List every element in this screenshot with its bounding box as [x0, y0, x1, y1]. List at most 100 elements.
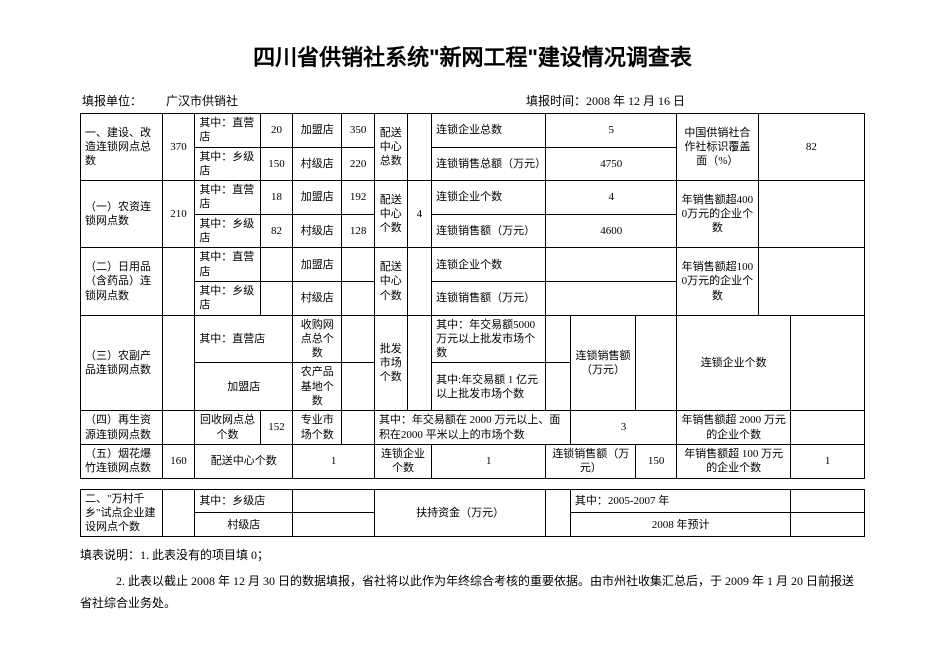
cell: [791, 513, 865, 537]
cell: [791, 489, 865, 513]
cell: 年销售额超 100 万元的企业个数: [677, 444, 791, 478]
cell: 连锁销售额（万元）: [432, 214, 546, 248]
cell: 其中：2005-2007 年: [570, 489, 790, 513]
cell: [162, 489, 195, 537]
sec1-label: 一、建设、改造连锁网点总数: [81, 114, 163, 181]
cell: 20: [260, 114, 293, 148]
cell: 3: [570, 411, 676, 445]
date-label: 填报时间：2008 年 12 月 16 日: [526, 92, 865, 109]
cell: 其中：直营店: [195, 181, 260, 215]
cell: 专业市场个数: [293, 411, 342, 445]
cell: 连锁销售总额（万元）: [432, 147, 546, 181]
cell: 年销售额超 2000 万元的企业个数: [677, 411, 791, 445]
cell: 连锁企业个数: [432, 248, 546, 282]
cell: 加盟店: [195, 363, 293, 411]
unit-value: 广汉市供销社: [166, 94, 238, 108]
cell: 4600: [546, 214, 677, 248]
cell: [407, 248, 431, 315]
cell: [342, 248, 375, 282]
cell: [293, 489, 375, 513]
note-2: 2. 此表以截止 2008 年 12 月 30 日的数据填报，省社将以此作为年终…: [80, 571, 865, 614]
cell: 农产品基地个数: [293, 363, 342, 411]
cell: [162, 315, 195, 411]
cell: 村级店: [293, 214, 342, 248]
cell: [546, 281, 677, 315]
cell: [546, 489, 570, 537]
cell: [293, 513, 375, 537]
cell: 其中：直营店: [195, 248, 260, 282]
cell: [546, 363, 570, 411]
sec1-4-label: （四）再生资源连锁网点数: [81, 411, 163, 445]
cell: 中国供销社合作社标识覆盖面（%）: [677, 114, 759, 181]
cell: 连锁企业个数: [432, 181, 546, 215]
cell: 82: [758, 114, 864, 181]
meta-row: 填报单位： 广汉市供销社 填报时间：2008 年 12 月 16 日: [80, 92, 865, 109]
cell: 其中：乡级店: [195, 281, 260, 315]
sec1-1-label: （一）农资连锁网点数: [81, 181, 163, 248]
cell: 1: [293, 444, 375, 478]
cell: 其中：乡级店: [195, 489, 293, 513]
notes: 填表说明：1. 此表没有的项目填 0； 2. 此表以截止 2008 年 12 月…: [80, 545, 865, 614]
cell: 1: [791, 444, 865, 478]
cell: 其中：乡级店: [195, 147, 260, 181]
cell: [342, 315, 375, 363]
cell: 村级店: [293, 147, 342, 181]
cell: 150: [260, 147, 293, 181]
cell: [162, 248, 195, 315]
cell: [342, 281, 375, 315]
cell: [546, 248, 677, 282]
cell: [546, 315, 570, 363]
cell: 150: [636, 444, 677, 478]
cell: 加盟店: [293, 114, 342, 148]
cell: 年销售额超1000万元的企业个数: [677, 248, 759, 315]
cell: 370: [162, 114, 195, 181]
cell: 152: [260, 411, 293, 445]
cell: [791, 315, 865, 411]
cell: [636, 315, 677, 411]
cell: [407, 114, 431, 181]
cell: 210: [162, 181, 195, 248]
cell: 村级店: [293, 281, 342, 315]
cell: 4750: [546, 147, 677, 181]
cell: 160: [162, 444, 195, 478]
cell: 其中：直营店: [195, 315, 293, 363]
cell: 连锁销售额（万元）: [546, 444, 636, 478]
cell: 其中：直营店: [195, 114, 260, 148]
cell: 批发市场个数: [374, 315, 407, 411]
cell: 其中：年交易额在 2000 万元以上、面积在2000 平米以上的市场个数: [374, 411, 570, 445]
cell: [758, 181, 864, 248]
cell: 连锁企业个数: [677, 315, 791, 411]
cell: 5: [546, 114, 677, 148]
cell: 加盟店: [293, 181, 342, 215]
cell: 配送中心个数: [374, 181, 407, 248]
sec2-label: 二、"万村千乡"试点企业建设网点个数: [81, 489, 163, 537]
cell: 回收网点总个数: [195, 411, 260, 445]
sec1-3-label: （三）农副产品连锁网点数: [81, 315, 163, 411]
cell: 4: [546, 181, 677, 215]
cell: [162, 411, 195, 445]
cell: 扶持资金（万元）: [374, 489, 545, 537]
cell: [260, 248, 293, 282]
cell: [342, 363, 375, 411]
cell: 其中：年交易额5000万元以上批发市场个数: [432, 315, 546, 363]
cell: 连锁销售额（万元）: [570, 315, 635, 411]
page-title: 四川省供销社系统"新网工程"建设情况调查表: [80, 40, 865, 72]
cell: 220: [342, 147, 375, 181]
cell: 4: [407, 181, 431, 248]
cell: 18: [260, 181, 293, 215]
cell: [791, 411, 865, 445]
survey-table: 一、建设、改造连锁网点总数 370 其中：直营店 20 加盟店 350 配送中心…: [80, 113, 865, 537]
cell: 加盟店: [293, 248, 342, 282]
cell: 配送中心个数: [374, 248, 407, 315]
cell: 连锁销售额（万元）: [432, 281, 546, 315]
cell: 128: [342, 214, 375, 248]
cell: 连锁企业总数: [432, 114, 546, 148]
cell: 配送中心总数: [374, 114, 407, 181]
cell: 其中：乡级店: [195, 214, 260, 248]
cell: 82: [260, 214, 293, 248]
cell: [407, 315, 431, 411]
cell: [758, 248, 864, 315]
cell: 年销售额超4000万元的企业个数: [677, 181, 759, 248]
cell: 2008 年预计: [570, 513, 790, 537]
cell: 其中:年交易额 1 亿元以上批发市场个数: [432, 363, 546, 411]
